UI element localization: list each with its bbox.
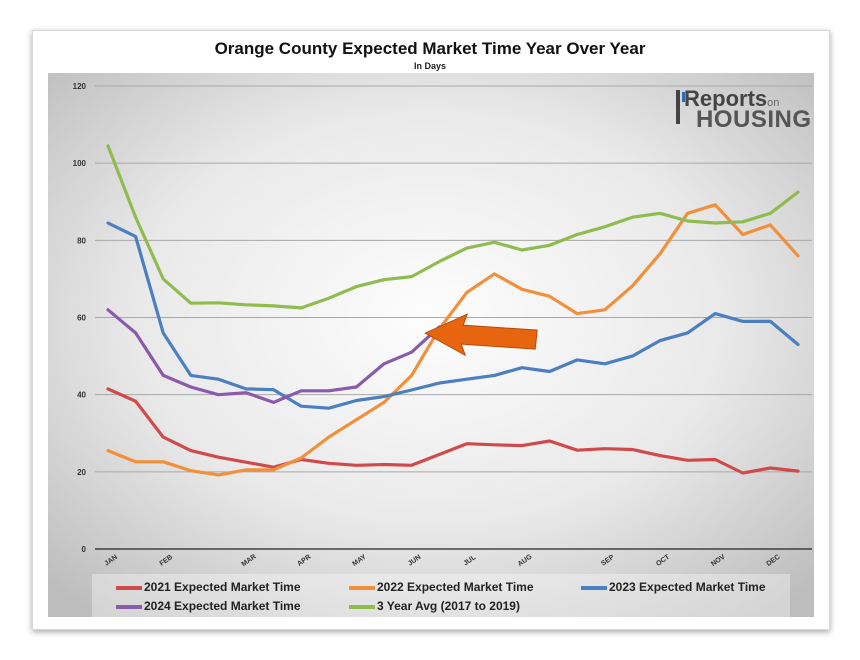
y-tick-label: 120 <box>73 82 87 91</box>
reports-on-housing-logo: Reportson HOUSING <box>672 86 812 136</box>
y-tick-label: 20 <box>77 468 86 477</box>
y-tick-layer: 0 20 40 60 80 100 120 <box>73 82 87 554</box>
legend-swatch <box>116 604 142 609</box>
legend-item-2023: 2023 Expected Market Time <box>581 580 766 594</box>
legend-item-2024: 2024 Expected Market Time <box>116 599 301 613</box>
annotation-layer <box>424 313 538 357</box>
logo-eports: eports <box>699 86 768 111</box>
y-tick-label: 60 <box>77 314 86 323</box>
series-layer <box>106 144 800 477</box>
legend-swatch <box>116 585 142 590</box>
logo-marker-icon <box>676 90 685 124</box>
series-line-0 <box>106 387 800 475</box>
logo-r: R <box>684 86 700 111</box>
highlight-arrow <box>424 313 538 357</box>
legend-item-2022: 2022 Expected Market Time <box>349 580 534 594</box>
legend-swatch <box>349 604 375 609</box>
legend-swatch <box>581 585 607 590</box>
series-line-3 <box>106 308 441 404</box>
chart-subtitle: In Days <box>413 61 446 71</box>
chart-title: Orange County Expected Market Time Year … <box>214 39 646 58</box>
logo-housing: HOUSING <box>696 106 812 133</box>
legend-background <box>92 574 790 618</box>
y-tick-label: 40 <box>77 391 86 400</box>
y-tick-label: 80 <box>77 236 86 245</box>
grid-layer <box>95 85 812 550</box>
y-tick-label: 100 <box>73 159 87 168</box>
legend-item-2021: 2021 Expected Market Time <box>116 580 301 594</box>
legend-item-3yr-avg: 3 Year Avg (2017 to 2019) <box>349 599 520 613</box>
y-tick-label: 0 <box>82 545 87 554</box>
series-line-2 <box>106 221 800 410</box>
legend-swatch <box>349 585 375 590</box>
series-line-4 <box>106 144 800 310</box>
logo-on: on <box>767 97 780 109</box>
